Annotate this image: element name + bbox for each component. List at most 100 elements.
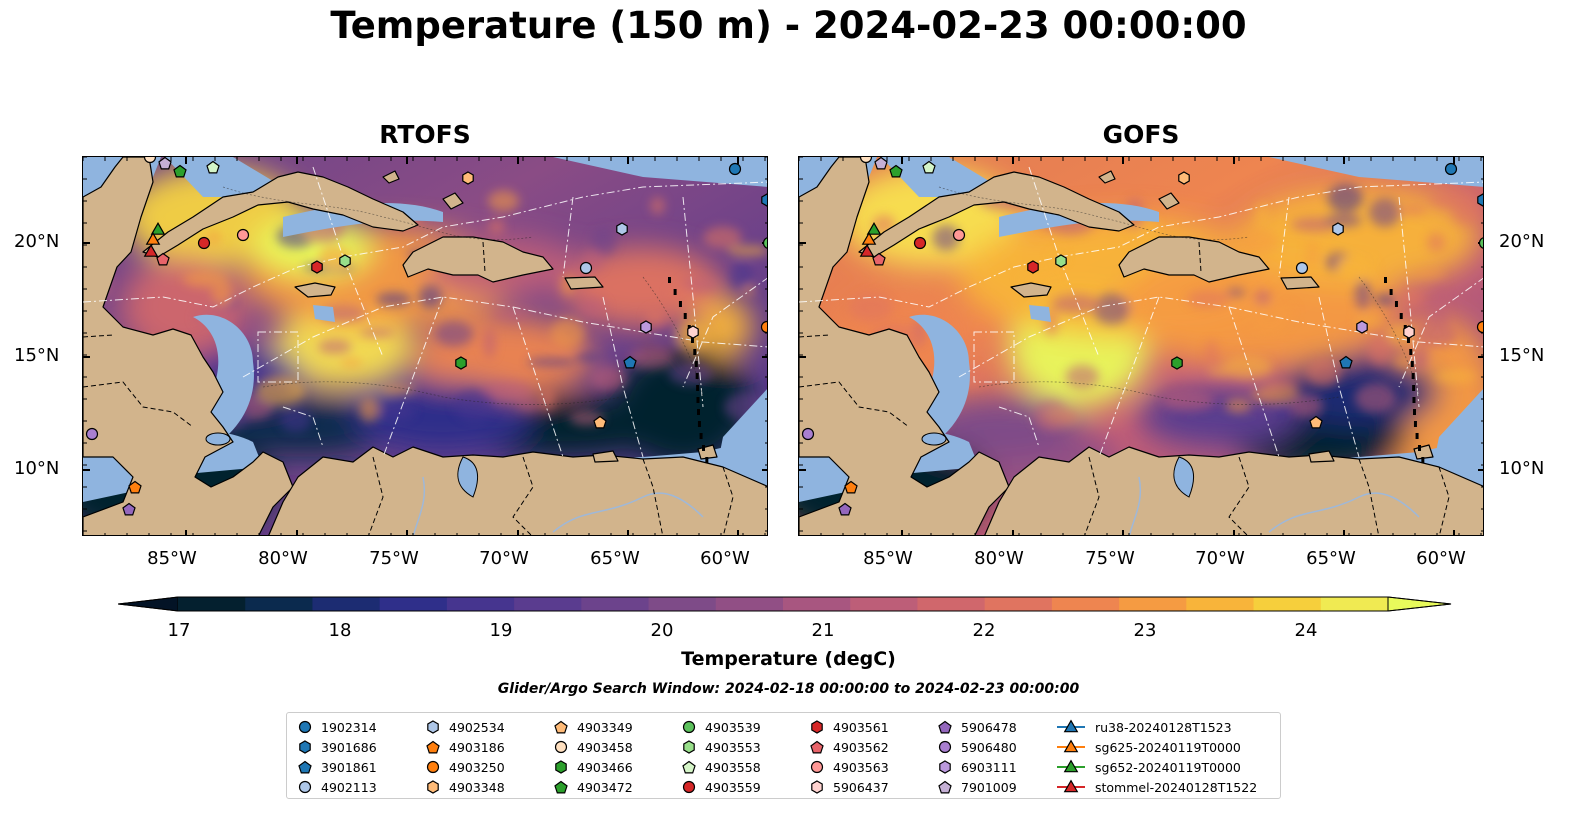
colorbar-segment	[178, 597, 246, 611]
glider-marker	[143, 243, 159, 257]
float-marker	[236, 228, 250, 242]
float-marker	[311, 260, 323, 274]
legend-item-label: 5906437	[833, 779, 889, 795]
lon-label-85w-gofs: 85°W	[863, 548, 913, 569]
colorbar-segment	[917, 597, 986, 611]
marker-icon	[298, 780, 312, 794]
legend-item-label: 4903458	[577, 739, 633, 755]
float-marker	[922, 160, 936, 174]
float-marker	[1444, 162, 1458, 176]
legend-item: 4903186	[425, 737, 505, 757]
marker-icon	[1057, 779, 1085, 793]
legend-item-label: 4903466	[577, 759, 633, 775]
float-marker	[143, 157, 157, 164]
map-panel-gofs	[798, 156, 1484, 536]
legend-item-label: 3901686	[321, 739, 377, 755]
colorbar-segment	[715, 597, 784, 611]
legend-item: sg625-20240119T0000	[1055, 737, 1257, 757]
legend-item: 3901686	[297, 737, 377, 757]
glider-marker	[859, 243, 875, 257]
float-marker	[593, 415, 607, 429]
legend-item-label: 4903563	[833, 759, 889, 775]
legend-item: 5906480	[937, 737, 1017, 757]
legend-item-label: 5906478	[961, 719, 1017, 735]
marker-icon	[298, 760, 312, 774]
float-marker	[1356, 320, 1368, 334]
float-marker	[197, 236, 211, 250]
legend-item: 4903553	[681, 737, 761, 757]
marker-icon	[427, 780, 439, 794]
marker-icon	[555, 760, 567, 774]
marker-icon	[554, 720, 568, 734]
colorbar-under-arrow	[118, 596, 179, 612]
legend-item: 6903111	[937, 757, 1017, 777]
legend-item: sg652-20240119T0000	[1055, 757, 1257, 777]
search-window-text: Glider/Argo Search Window: 2024-02-18 00…	[497, 681, 1080, 697]
legend-column: 5906478 5906480 6903111 7901009	[937, 717, 1017, 797]
legend-item-label: 4903250	[449, 759, 505, 775]
float-marker	[913, 236, 927, 250]
marker-icon	[683, 740, 695, 754]
colorbar-tick-20: 20	[650, 620, 674, 641]
map-svg	[799, 157, 1483, 535]
lon-label-60w-gofs: 60°W	[1416, 548, 1466, 569]
glider-marker	[145, 231, 161, 245]
marker-icon	[426, 740, 440, 754]
float-marker	[1178, 171, 1190, 185]
float-marker	[761, 193, 767, 207]
legend-item: 4903539	[681, 717, 761, 737]
legend-item: 5906478	[937, 717, 1017, 737]
legend-item-label: 4902534	[449, 719, 505, 735]
float-marker	[455, 356, 467, 370]
figure-title: Temperature (150 m) - 2024-02-23 00:00:0…	[330, 4, 1247, 47]
marker-icon	[427, 720, 439, 734]
colorbar-tick-22: 22	[972, 620, 996, 641]
lat-label-10n-right: 10°N	[1499, 458, 1545, 479]
lon-label-75w-gofs: 75°W	[1085, 548, 1135, 569]
colorbar-segment	[245, 597, 313, 611]
colorbar-tick-19: 19	[489, 620, 513, 641]
legend-item-label: 4903472	[577, 779, 633, 795]
map-panel-rtofs	[82, 156, 768, 536]
float-marker	[889, 164, 903, 178]
lon-label-75w-rtofs: 75°W	[369, 548, 419, 569]
float-marker	[462, 171, 474, 185]
colorbar-segment	[850, 597, 918, 611]
legend-item-label: 4903561	[833, 719, 889, 735]
legend-item: 1902314	[297, 717, 377, 737]
colorbar-label: Temperature (degC)	[681, 648, 896, 670]
marker-icon	[810, 760, 824, 774]
lon-label-80w-rtofs: 80°W	[258, 548, 308, 569]
float-marker	[1309, 415, 1323, 429]
colorbar	[118, 596, 1452, 612]
float-marker	[762, 237, 767, 249]
float-marker	[623, 355, 637, 369]
legend-item: 4903349	[553, 717, 633, 737]
colorbar-segment	[514, 597, 582, 611]
legend-item: 4903558	[681, 757, 761, 777]
legend-column: 4903561 4903562 4903563 5906437	[809, 717, 889, 797]
float-marker	[1339, 355, 1353, 369]
lon-label-60w-rtofs: 60°W	[700, 548, 750, 569]
legend-item-label: 1902314	[321, 719, 377, 735]
float-marker	[872, 252, 886, 266]
colorbar-segment	[1320, 597, 1389, 611]
legend-item: 4903458	[553, 737, 633, 757]
legend-item-label: 4903558	[705, 759, 761, 775]
legend-item: 4902534	[425, 717, 505, 737]
float-marker	[1055, 254, 1067, 268]
float-marker	[801, 427, 815, 441]
marker-icon	[938, 740, 952, 754]
float-marker	[844, 480, 858, 494]
legend-item: 5906437	[809, 777, 889, 797]
float-marker	[640, 320, 652, 334]
float-marker	[206, 160, 220, 174]
marker-icon	[299, 740, 311, 754]
float-marker	[859, 157, 873, 164]
colorbar-segment	[783, 597, 851, 611]
glider-marker	[150, 221, 166, 235]
colorbar-tick-21: 21	[811, 620, 835, 641]
colorbar-segment	[1051, 597, 1120, 611]
float-marker	[1295, 261, 1309, 275]
float-marker	[616, 222, 628, 236]
